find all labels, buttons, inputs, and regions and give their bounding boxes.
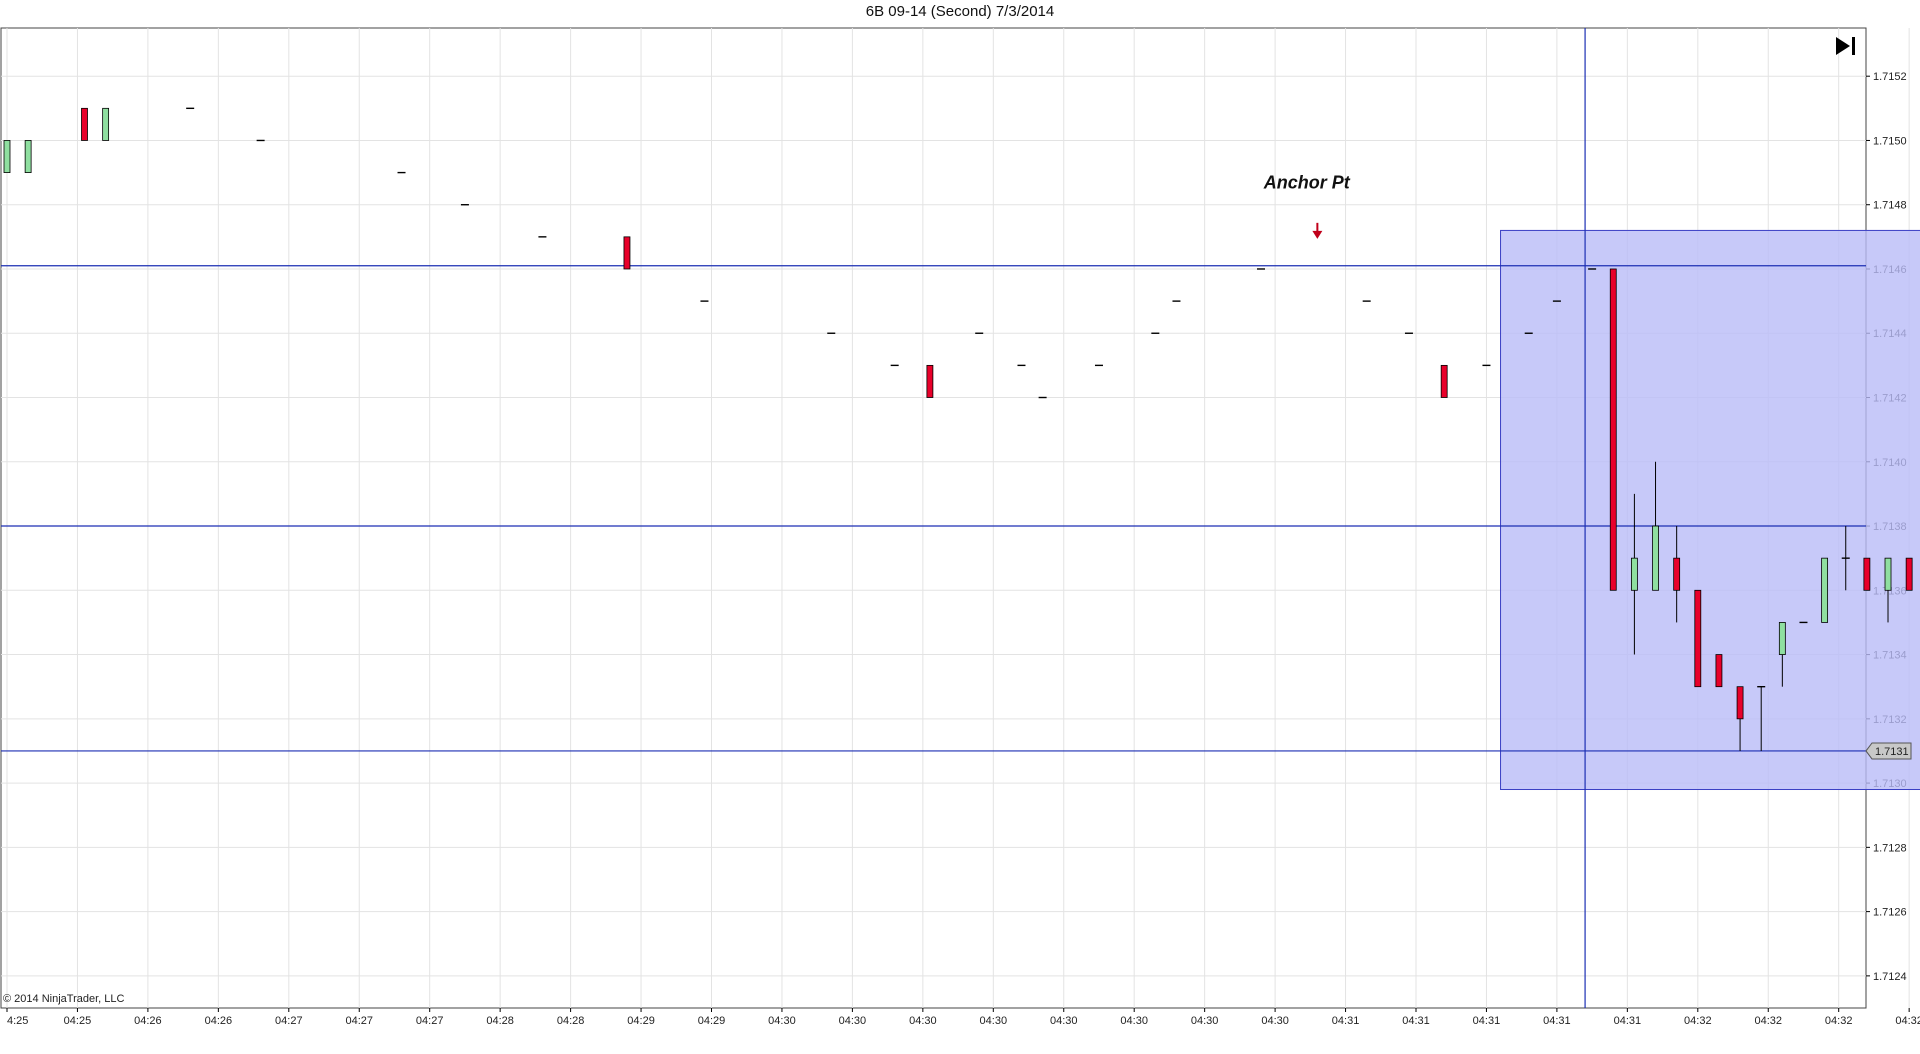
candle xyxy=(1736,686,1744,751)
x-tick-label: 04:30 xyxy=(909,1015,937,1027)
y-tick-label: 1.7124 xyxy=(1873,971,1907,983)
x-tick-label: 04:27 xyxy=(275,1015,303,1027)
candle xyxy=(1652,461,1659,591)
copyright-text: © 2014 NinjaTrader, LLC xyxy=(3,993,125,1005)
x-tick-label: 04:30 xyxy=(768,1015,796,1027)
candle xyxy=(1778,622,1786,687)
x-tick-label: 04:26 xyxy=(205,1015,233,1027)
x-tick-label: 04:32 xyxy=(1754,1015,1782,1027)
candle xyxy=(1821,557,1829,623)
candle xyxy=(1694,589,1702,688)
candle xyxy=(1440,364,1448,398)
x-tick-label: 04:31 xyxy=(1332,1015,1360,1027)
x-tick-label: 04:30 xyxy=(1191,1015,1219,1027)
candle xyxy=(102,107,110,141)
x-tick-label: 04:27 xyxy=(345,1015,373,1027)
x-tick-label: 04:32 xyxy=(1684,1015,1712,1027)
candle xyxy=(1673,526,1681,623)
chart-annotation: Anchor Pt xyxy=(1263,173,1351,193)
x-tick-label: 04:31 xyxy=(1543,1015,1571,1027)
candle xyxy=(1841,526,1850,591)
x-tick-label: 04:29 xyxy=(627,1015,655,1027)
last-price-label: 1.7131 xyxy=(1875,746,1909,758)
candle xyxy=(1905,557,1913,591)
x-tick-label: 04:30 xyxy=(1050,1015,1078,1027)
y-tick-label: 1.7128 xyxy=(1873,842,1907,854)
candle xyxy=(623,236,631,270)
y-tick-label: 1.7150 xyxy=(1873,135,1907,147)
candle xyxy=(1884,557,1892,623)
y-tick-label: 1.7126 xyxy=(1873,907,1907,919)
x-tick-label: 4:25 xyxy=(7,1015,28,1027)
go-to-end-icon[interactable] xyxy=(1834,35,1858,57)
x-tick-label: 04:26 xyxy=(134,1015,162,1027)
last-price-badge xyxy=(1865,742,1912,760)
y-tick-label: 1.7152 xyxy=(1873,71,1907,83)
x-tick-label: 04:30 xyxy=(1120,1015,1148,1027)
x-tick-label: 04:29 xyxy=(698,1015,726,1027)
candle xyxy=(1863,557,1871,591)
x-tick-label: 04:32 xyxy=(1825,1015,1853,1027)
x-tick-label: 04:31 xyxy=(1473,1015,1501,1027)
candle xyxy=(81,107,88,141)
x-tick-label: 04:28 xyxy=(486,1015,514,1027)
x-tick-label: 04:31 xyxy=(1614,1015,1642,1027)
x-tick-label: 04:30 xyxy=(839,1015,867,1027)
candle xyxy=(1757,685,1766,751)
x-tick-label: 04:25 xyxy=(64,1015,92,1027)
x-tick-label: 04:28 xyxy=(557,1015,585,1027)
x-tick-label: 04:30 xyxy=(1261,1015,1289,1027)
chart-title: 6B 09-14 (Second) 7/3/2014 xyxy=(865,3,1055,20)
x-tick-label: 04:32 xyxy=(1895,1015,1920,1027)
candle xyxy=(1609,268,1617,591)
candle xyxy=(1630,493,1638,655)
candle xyxy=(1715,654,1723,688)
x-tick-label: 04:27 xyxy=(416,1015,444,1027)
candle xyxy=(3,140,11,173)
candle xyxy=(24,140,32,173)
x-tick-label: 04:30 xyxy=(980,1015,1008,1027)
candle xyxy=(926,364,934,398)
anchor-arrow-icon xyxy=(1312,230,1323,239)
x-tick-label: 04:31 xyxy=(1402,1015,1430,1027)
first-bar-range-box xyxy=(1500,229,1920,791)
y-tick-label: 1.7148 xyxy=(1873,200,1907,212)
